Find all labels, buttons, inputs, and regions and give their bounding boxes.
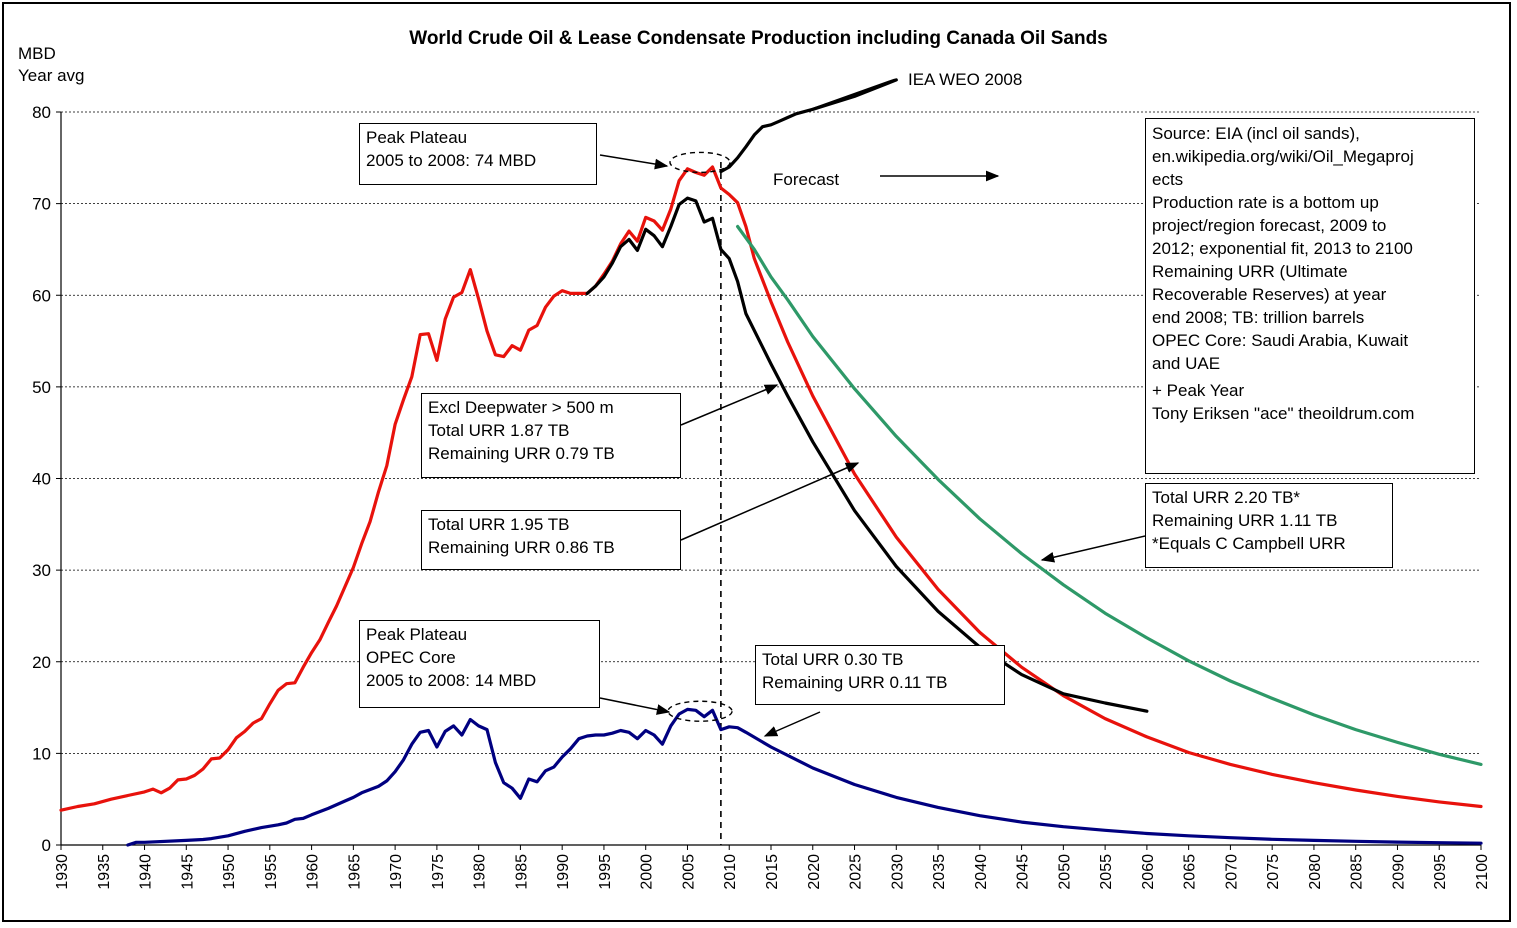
- source-line-10: OPEC Core: Saudi Arabia, Kuwait: [1152, 331, 1409, 350]
- y-tick-label-10: 10: [32, 744, 51, 763]
- x-tick-label-2085: 2085: [1349, 854, 1366, 890]
- chart-title: World Crude Oil & Lease Condensate Produ…: [409, 28, 1108, 49]
- x-tick-label-2030: 2030: [889, 854, 906, 890]
- arrow-total-urr-195: [680, 462, 860, 541]
- y-tick-label-80: 80: [32, 103, 51, 122]
- peak-plateau-opec-line-2: OPEC Core: [366, 648, 456, 667]
- peak-plateau-world-line-1: Peak Plateau: [366, 128, 468, 147]
- arrow-peak-opec: [599, 697, 671, 715]
- excl-deepwater-line-2: Total URR 1.87 TB: [428, 421, 570, 440]
- total-urr-220-box: Total URR 2.20 TB* Remaining URR 1.11 TB…: [1145, 483, 1393, 568]
- x-tick-label-2015: 2015: [764, 854, 781, 890]
- y-tick-label-20: 20: [32, 653, 51, 672]
- x-tick-label-1965: 1965: [346, 854, 363, 890]
- x-tick-label-1945: 1945: [179, 854, 196, 890]
- arrow-total-urr-220: [1040, 535, 1146, 563]
- x-tick-label-2065: 2065: [1182, 854, 1199, 890]
- x-tick-label-1940: 1940: [138, 854, 155, 890]
- source-line-7: Remaining URR (Ultimate: [1152, 262, 1348, 281]
- x-tick-label-1960: 1960: [305, 854, 322, 890]
- total-urr-030-box: Total URR 0.30 TB Remaining URR 0.11 TB: [755, 645, 1005, 705]
- x-tick-label-2075: 2075: [1265, 854, 1282, 890]
- peak-opec-ellipse: [667, 700, 733, 722]
- source-box: Source: EIA (incl oil sands), en.wikiped…: [1145, 118, 1475, 474]
- x-tick-label-2040: 2040: [973, 854, 990, 890]
- total-urr-030-line-2: Remaining URR 0.11 TB: [762, 673, 948, 692]
- source-line-2: en.wikipedia.org/wiki/Oil_Megaproj: [1152, 147, 1414, 166]
- source-line-11: and UAE: [1152, 354, 1221, 373]
- x-tick-label-2080: 2080: [1307, 854, 1324, 890]
- x-tick-label-2005: 2005: [680, 854, 697, 890]
- x-tick-label-2055: 2055: [1098, 854, 1115, 890]
- source-line-13: Tony Eriksen "ace" theoildrum.com: [1152, 404, 1415, 423]
- total-urr-030-line-1: Total URR 0.30 TB: [762, 650, 904, 669]
- x-tick-label-2025: 2025: [848, 854, 865, 890]
- total-urr-195-line-2: Remaining URR 0.86 TB: [428, 538, 615, 557]
- total-urr-195-line-1: Total URR 1.95 TB: [428, 515, 570, 534]
- x-tick-label-1955: 1955: [263, 854, 280, 890]
- forecast-label: Forecast: [773, 170, 840, 189]
- arrow-peak-world: [599, 154, 669, 170]
- source-line-3: ects: [1152, 170, 1184, 189]
- x-tick-label-2010: 2010: [722, 854, 739, 890]
- x-tick-label-2060: 2060: [1140, 854, 1157, 890]
- x-tick-label-2020: 2020: [806, 854, 823, 890]
- total-urr-220-line-1: Total URR 2.20 TB*: [1152, 488, 1301, 507]
- peak-plateau-world-box: Peak Plateau 2005 to 2008: 74 MBD: [359, 123, 597, 185]
- iea-weo-label: IEA WEO 2008: [908, 70, 1023, 89]
- series-opec-core-line: [126, 707, 1483, 847]
- excl-deepwater-box: Excl Deepwater > 500 m Total URR 1.87 TB…: [421, 393, 681, 478]
- series-world-total-line: [59, 165, 1483, 812]
- source-line-1: Source: EIA (incl oil sands),: [1152, 124, 1360, 143]
- peak-world-ellipse: [669, 151, 731, 174]
- y-tick-label-30: 30: [32, 561, 51, 580]
- x-tick-label-1930: 1930: [54, 854, 71, 890]
- x-tick-label-1985: 1985: [513, 854, 530, 890]
- total-urr-195-box: Total URR 1.95 TB Remaining URR 0.86 TB: [421, 510, 681, 570]
- y-tick-label-70: 70: [32, 195, 51, 214]
- source-line-6: 2012; exponential fit, 2013 to 2100: [1152, 239, 1413, 258]
- peak-plateau-opec-line-1: Peak Plateau: [366, 625, 468, 644]
- series-urr-220-line: [736, 224, 1483, 766]
- total-urr-220-line-3: *Equals C Campbell URR: [1152, 534, 1346, 553]
- y-tick-label-0: 0: [42, 836, 51, 855]
- x-tick-label-2000: 2000: [639, 854, 656, 890]
- excl-deepwater-line-3: Remaining URR 0.79 TB: [428, 444, 615, 463]
- iea-weo-leader-line: [812, 78, 896, 111]
- x-tick-label-2070: 2070: [1223, 854, 1240, 890]
- y-tick-label-40: 40: [32, 470, 51, 489]
- source-line-8: Recoverable Reserves) at year: [1152, 285, 1387, 304]
- series-iea-weo-2008-line: [719, 78, 898, 174]
- x-tick-label-1950: 1950: [221, 854, 238, 890]
- source-line-9: end 2008; TB: trillion barrels: [1152, 308, 1365, 327]
- x-tick-label-1935: 1935: [96, 854, 113, 890]
- source-line-4: Production rate is a bottom up: [1152, 193, 1379, 212]
- total-urr-220-line-2: Remaining URR 1.11 TB: [1152, 511, 1338, 530]
- source-line-5: project/region forecast, 2009 to: [1152, 216, 1387, 235]
- x-tick-label-1995: 1995: [597, 854, 614, 890]
- x-tick-label-2045: 2045: [1015, 854, 1032, 890]
- arrow-excl-deepwater: [680, 384, 779, 426]
- series-excl-deepwater-line: [585, 196, 1149, 713]
- x-tick-label-2090: 2090: [1390, 854, 1407, 890]
- excl-deepwater-line-1: Excl Deepwater > 500 m: [428, 398, 614, 417]
- x-tick-label-1970: 1970: [388, 854, 405, 890]
- x-tick-label-1980: 1980: [472, 854, 489, 890]
- x-tick-label-2100: 2100: [1474, 854, 1491, 890]
- y-tick-label-50: 50: [32, 378, 51, 397]
- x-tick-label-2035: 2035: [931, 854, 948, 890]
- x-tick-label-2095: 2095: [1432, 854, 1449, 890]
- y-axis-label-avg: Year avg: [18, 66, 85, 85]
- peak-plateau-world-line-2: 2005 to 2008: 74 MBD: [366, 151, 537, 170]
- x-tick-label-2050: 2050: [1056, 854, 1073, 890]
- y-tick-label-60: 60: [32, 286, 51, 305]
- source-line-12: + Peak Year: [1152, 381, 1245, 400]
- peak-plateau-opec-box: Peak Plateau OPEC Core 2005 to 2008: 14 …: [359, 620, 600, 708]
- y-axis-label-unit: MBD: [18, 44, 56, 63]
- peak-plateau-opec-line-3: 2005 to 2008: 14 MBD: [366, 671, 537, 690]
- arrow-total-urr-030: [763, 711, 821, 737]
- x-tick-label-1975: 1975: [430, 854, 447, 890]
- x-tick-label-1990: 1990: [555, 854, 572, 890]
